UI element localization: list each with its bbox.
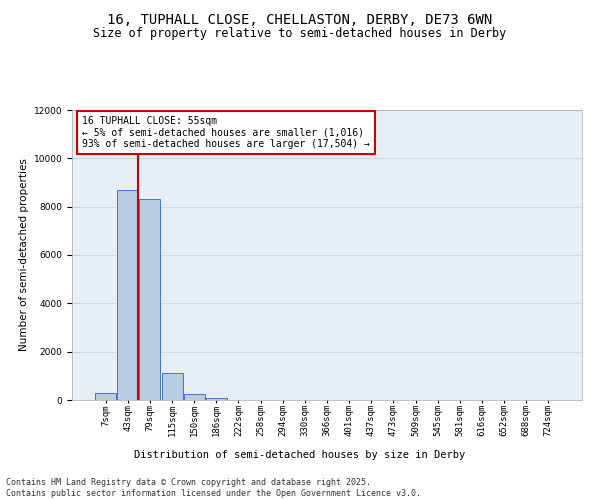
Bar — [95, 393, 116, 400]
Bar — [184, 394, 205, 400]
Text: 16 TUPHALL CLOSE: 55sqm
← 5% of semi-detached houses are smaller (1,016)
93% of : 16 TUPHALL CLOSE: 55sqm ← 5% of semi-det… — [82, 116, 370, 149]
Bar — [118, 190, 139, 400]
Text: Contains HM Land Registry data © Crown copyright and database right 2025.
Contai: Contains HM Land Registry data © Crown c… — [6, 478, 421, 498]
Bar — [161, 374, 182, 400]
Text: 16, TUPHALL CLOSE, CHELLASTON, DERBY, DE73 6WN: 16, TUPHALL CLOSE, CHELLASTON, DERBY, DE… — [107, 12, 493, 26]
Text: Distribution of semi-detached houses by size in Derby: Distribution of semi-detached houses by … — [134, 450, 466, 460]
Y-axis label: Number of semi-detached properties: Number of semi-detached properties — [19, 158, 29, 352]
Bar — [206, 398, 227, 400]
Text: Size of property relative to semi-detached houses in Derby: Size of property relative to semi-detach… — [94, 28, 506, 40]
Bar — [139, 200, 160, 400]
